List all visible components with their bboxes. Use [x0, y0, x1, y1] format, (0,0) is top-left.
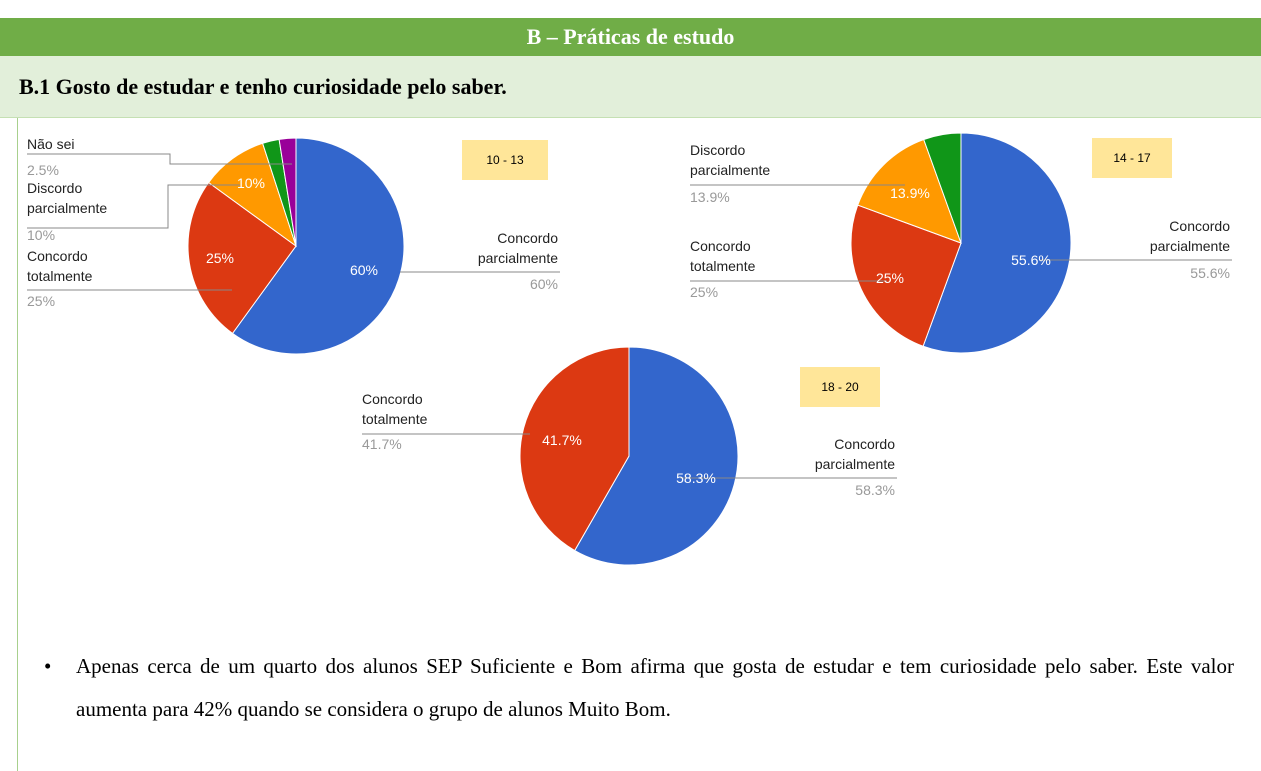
slice-label: 55.6% — [1011, 252, 1051, 268]
leader-line — [27, 184, 240, 229]
slice-label: 25% — [875, 270, 905, 286]
legend-label: Concordo totalmente — [362, 391, 428, 427]
legend-value: 60% — [529, 276, 558, 292]
pie-slice — [850, 204, 962, 347]
pie-slice — [923, 132, 962, 244]
pie-slice — [278, 137, 297, 247]
slice-label: 41.7% — [542, 432, 582, 448]
pie-slice — [857, 138, 962, 244]
chart-title: 14 - 17 — [1092, 138, 1172, 178]
section-title: B – Práticas de estudo — [0, 18, 1261, 56]
slice-label: 25% — [205, 250, 235, 266]
legend-label: Concordo parcialmente — [1149, 218, 1230, 254]
paragraph: Apenas cerca de um quarto dos alunos SEP… — [76, 654, 1234, 721]
pie-slice — [922, 132, 1072, 354]
slice-label: 58.3% — [676, 470, 716, 486]
legend-label: Discordo parcialmente — [27, 180, 108, 216]
legend-label: Discordo parcialmente — [690, 142, 771, 178]
slice-label: 60% — [349, 262, 379, 278]
slice-label: 13.9% — [890, 185, 930, 201]
legend-value: 55.6% — [1190, 265, 1230, 281]
legend-value: 58.3% — [855, 482, 895, 498]
legend-label: Concordo totalmente — [690, 238, 756, 274]
bullet: • — [44, 654, 52, 678]
chart-title: 18 - 20 — [800, 367, 880, 407]
legend-value: 10% — [27, 227, 56, 243]
pie-slice — [187, 181, 297, 335]
legend-value: 41.7% — [362, 436, 402, 452]
legend-label: Não sei — [27, 136, 75, 152]
pie-slice — [231, 137, 405, 355]
legend-label: Concordo totalmente — [27, 248, 93, 284]
section-subtitle: B.1 Gosto de estudar e tenho curiosidade… — [0, 56, 1261, 118]
slice-label: 10% — [236, 175, 266, 191]
leader-line — [27, 153, 292, 165]
legend-value: 2.5% — [27, 162, 59, 178]
pie-slice — [519, 346, 630, 552]
pie-slice — [574, 346, 739, 566]
legend-value: 13.9% — [690, 189, 730, 205]
chart-title: 10 - 13 — [462, 140, 548, 180]
legend-value: 25% — [690, 284, 719, 300]
border — [17, 118, 18, 771]
legend-label: Concordo parcialmente — [477, 230, 558, 266]
legend-value: 25% — [27, 293, 56, 309]
legend-label: Concordo parcialmente — [814, 436, 895, 472]
